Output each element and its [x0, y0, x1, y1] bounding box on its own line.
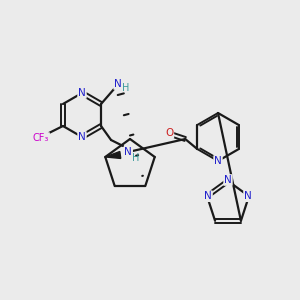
- Text: O: O: [165, 128, 173, 138]
- Text: CF₃: CF₃: [33, 133, 49, 143]
- Text: N: N: [78, 88, 86, 98]
- Text: N: N: [114, 79, 122, 89]
- Polygon shape: [105, 152, 121, 158]
- Text: N: N: [244, 191, 252, 201]
- Text: N: N: [214, 156, 222, 166]
- Text: H: H: [122, 83, 130, 93]
- Text: N: N: [78, 132, 86, 142]
- Text: N: N: [224, 175, 232, 185]
- Text: N: N: [124, 147, 132, 157]
- Text: N: N: [204, 191, 212, 201]
- Text: H: H: [132, 153, 139, 163]
